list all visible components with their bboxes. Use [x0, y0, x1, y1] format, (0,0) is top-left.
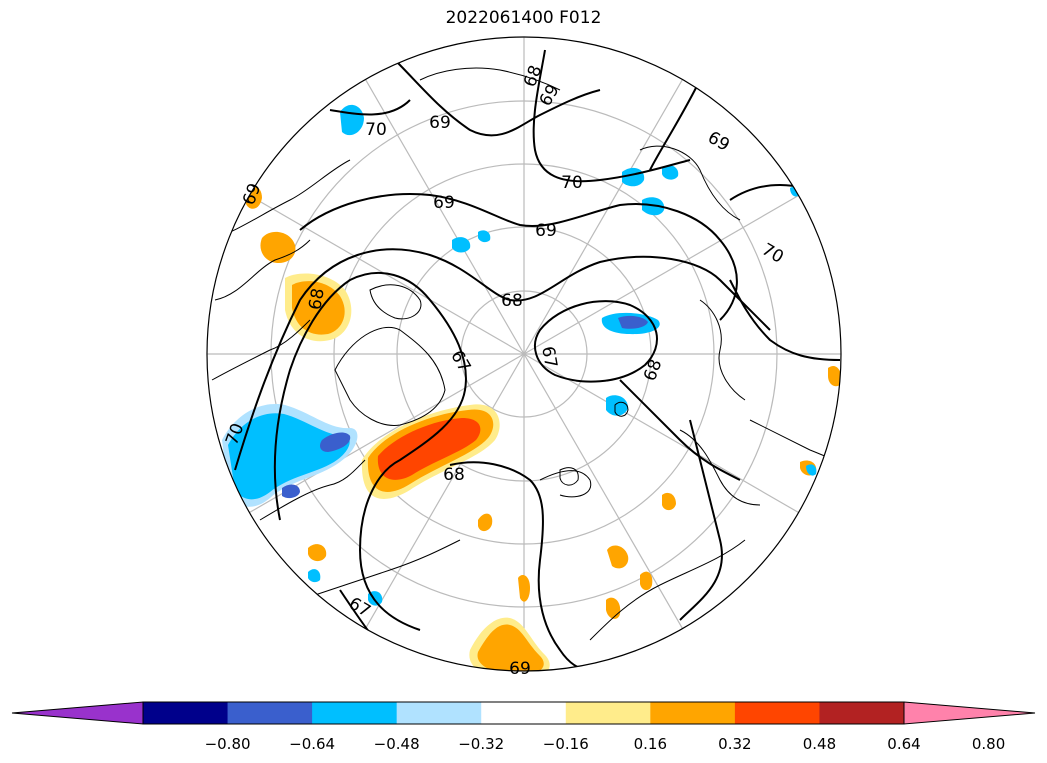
- colorbar-tick-label: −0.16: [542, 735, 589, 753]
- positive-anomaly-region: [607, 545, 629, 569]
- negative-anomaly-region: [452, 237, 471, 253]
- meridian-line: [523, 79, 684, 355]
- negative-anomaly-region: [320, 432, 351, 452]
- colorbar-cell: [650, 702, 736, 724]
- colorbar-tick-label: 0.32: [718, 735, 752, 753]
- contour-label: 67: [446, 347, 474, 376]
- contour-label: 68: [305, 287, 328, 312]
- contour-label: 70: [561, 173, 583, 193]
- contour-label: 70: [365, 120, 387, 140]
- colorbar-extend-high: [903, 701, 1036, 725]
- colorbar-cell: [481, 702, 567, 724]
- meridian-line: [523, 194, 799, 355]
- positive-anomaly-region: [606, 597, 621, 619]
- contour-label: 67: [537, 345, 560, 370]
- positive-anomaly-region: [662, 492, 676, 511]
- contour-label: 69: [509, 659, 531, 679]
- contour-label: 69: [433, 193, 455, 213]
- colorbar-cell: [312, 702, 398, 724]
- negative-anomaly-region: [622, 167, 645, 187]
- negative-anomaly-region: [340, 104, 364, 136]
- positive-anomaly-region: [377, 418, 481, 480]
- negative-anomaly-region: [308, 569, 321, 583]
- height-contours: [234, 49, 841, 671]
- meridian-line: [364, 79, 525, 355]
- positive-anomaly-region: [477, 624, 544, 671]
- map-boundary: [206, 36, 842, 672]
- negative-anomaly-region: [806, 464, 817, 476]
- map-title: 2022061400 F012: [445, 8, 602, 28]
- contour-label: 69: [239, 181, 265, 208]
- meridian-line: [364, 353, 525, 629]
- negative-anomaly-region: [478, 230, 491, 243]
- positive-anomaly-region: [640, 571, 653, 591]
- contour-label: 69: [429, 113, 451, 133]
- positive-anomaly-region: [828, 365, 841, 387]
- colorbar-tick-label: −0.64: [289, 735, 336, 753]
- colorbar-tick-label: −0.80: [204, 735, 251, 753]
- colorbar-tick-label: −0.32: [458, 735, 505, 753]
- colorbar-cell: [227, 702, 313, 724]
- positive-anomaly-region: [478, 513, 493, 532]
- negative-anomaly-region: [282, 484, 300, 499]
- contour-label: 70: [758, 240, 787, 268]
- positive-anomaly-region: [518, 575, 530, 602]
- colorbar-cell: [734, 702, 820, 724]
- colorbar-cell: [819, 702, 905, 724]
- colorbar-cell: [396, 702, 482, 724]
- contour-label: 68: [501, 291, 523, 311]
- meridian-line: [523, 353, 684, 629]
- colorbar-tick-label: 0.80: [971, 735, 1006, 753]
- colorbar: [11, 701, 1036, 725]
- negative-anomaly-region: [662, 165, 679, 180]
- positive-anomaly-region: [260, 231, 296, 264]
- colorbar-tick-label: 0.16: [633, 735, 668, 753]
- negative-anomaly-region: [618, 315, 648, 329]
- contour-label: 68: [640, 357, 666, 384]
- colorbar-tick-label: −0.48: [373, 735, 420, 753]
- meridian-line: [249, 194, 525, 355]
- colorbar-tick-label: 0.64: [887, 735, 921, 753]
- colorbar-cell: [565, 702, 651, 724]
- contour-label: 69: [704, 128, 733, 156]
- colorbar-cell: [143, 702, 229, 724]
- polar-map: 68 69 70 69 69 70 69 69 70 68 67 67 68 6…: [206, 36, 842, 679]
- colorbar-tick-label: 0.48: [802, 735, 837, 753]
- contour-label: 68: [443, 465, 465, 485]
- negative-anomaly-region: [228, 413, 350, 500]
- negative-anomaly-region: [642, 197, 665, 216]
- positive-anomaly-region: [308, 544, 327, 562]
- negative-anomaly-region: [606, 395, 628, 416]
- colorbar-extend-low: [11, 701, 144, 725]
- contour-label: 69: [535, 221, 557, 241]
